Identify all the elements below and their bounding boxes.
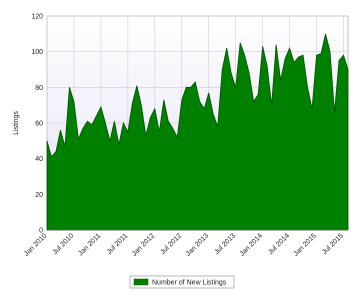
area: [46, 33, 349, 231]
legend-label: Number of New Listings: [152, 280, 227, 287]
x-tick-label: Jan 2013: [185, 232, 210, 257]
x-tick-label: Jan 2014: [239, 232, 264, 257]
y-tick-label: 80: [35, 85, 43, 92]
y-tick-label: 60: [35, 121, 43, 128]
legend: [129, 275, 235, 289]
x-tick-label: Jul 2013: [213, 232, 237, 256]
y-axis-label: Listings: [13, 111, 20, 135]
y-tick-label: 0: [39, 228, 43, 235]
x-tick-label: Jul 2011: [106, 232, 129, 255]
x-tick-label: Jul 2014: [267, 232, 291, 256]
y-tick-label: 100: [31, 49, 43, 56]
legend-swatch: [133, 278, 149, 286]
x-tick-label: Jan 2010: [23, 232, 48, 257]
x-tick-label: Jan 2012: [131, 232, 156, 257]
x-tick-label: Jan 2011: [77, 232, 102, 257]
x-tick-label: Jul 2015: [321, 232, 345, 256]
x-tick-label: Jul 2012: [160, 232, 184, 256]
y-tick-label: 120: [31, 14, 43, 21]
x-tick-label: Jul 2010: [52, 232, 76, 256]
y-tick-label: 20: [35, 192, 43, 199]
x-tick-label: Jan 2015: [293, 232, 318, 257]
y-tick-label: 40: [35, 156, 43, 163]
